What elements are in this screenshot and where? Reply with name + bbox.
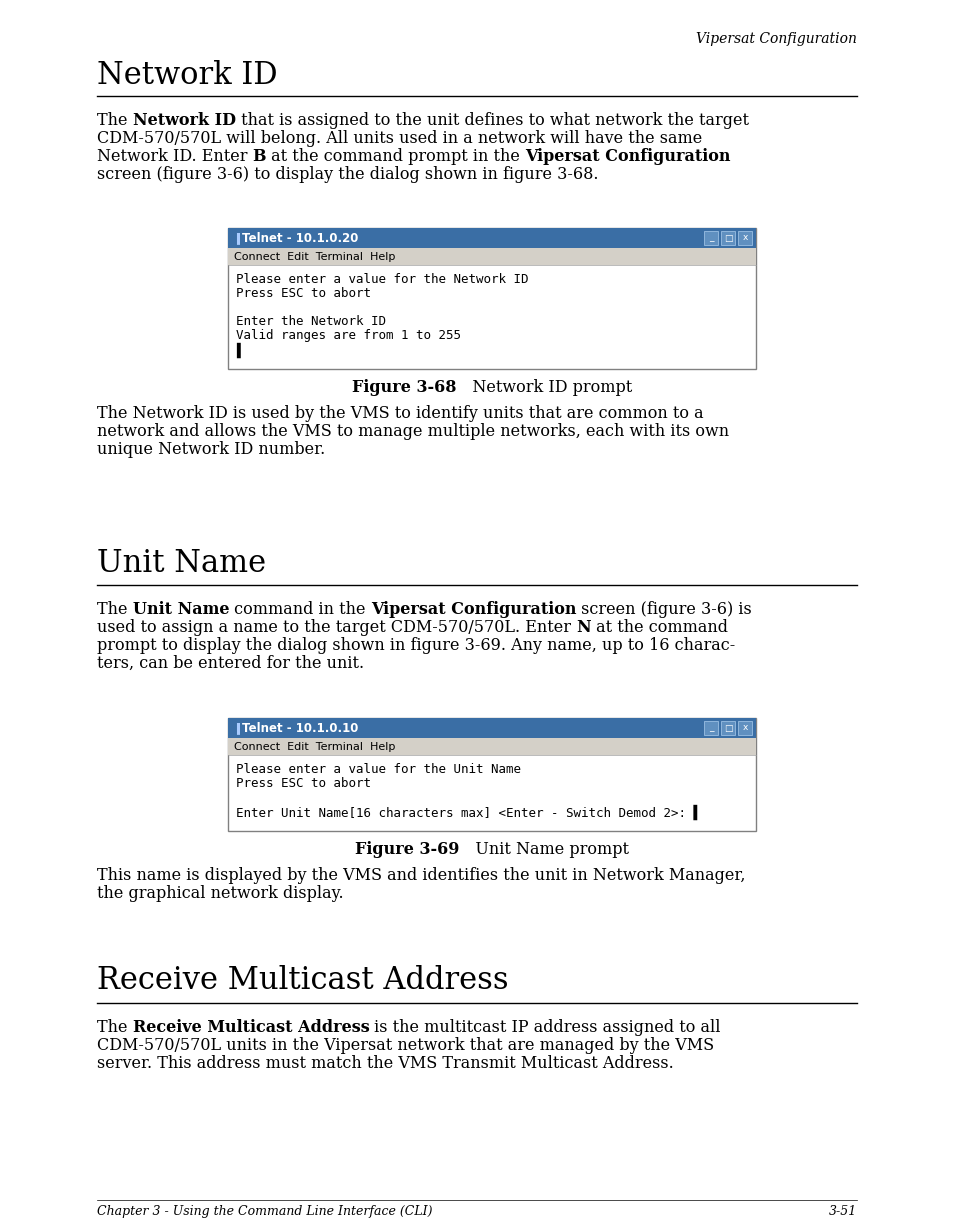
Text: ▌: ▌ xyxy=(235,344,243,358)
Text: Vipersat Configuration: Vipersat Configuration xyxy=(524,148,730,164)
Bar xyxy=(228,228,755,369)
Bar xyxy=(703,721,718,735)
Text: Receive Multicast Address: Receive Multicast Address xyxy=(132,1018,369,1036)
Text: Press ESC to abort: Press ESC to abort xyxy=(235,287,371,299)
Text: _: _ xyxy=(708,724,713,733)
Text: Chapter 3 - Using the Command Line Interface (CLI): Chapter 3 - Using the Command Line Inter… xyxy=(97,1205,432,1218)
Text: The Network ID is used by the VMS to identify units that are common to a: The Network ID is used by the VMS to ide… xyxy=(97,405,703,422)
Text: ters, can be entered for the unit.: ters, can be entered for the unit. xyxy=(97,655,364,672)
Text: The: The xyxy=(97,601,132,618)
Text: command in the: command in the xyxy=(229,601,371,618)
Text: is the multitcast IP address assigned to all: is the multitcast IP address assigned to… xyxy=(369,1018,720,1036)
Bar xyxy=(738,231,751,245)
Text: x: x xyxy=(741,724,747,733)
Text: Connect  Edit  Terminal  Help: Connect Edit Terminal Help xyxy=(233,252,395,261)
Text: Telnet - 10.1.0.10: Telnet - 10.1.0.10 xyxy=(242,721,358,735)
Text: that is assigned to the unit defines to what network the target: that is assigned to the unit defines to … xyxy=(235,112,748,129)
Text: at the command: at the command xyxy=(590,618,727,636)
Bar xyxy=(228,737,755,755)
Text: server. This address must match the VMS Transmit Multicast Address.: server. This address must match the VMS … xyxy=(97,1055,673,1072)
Text: Enter Unit Name[16 characters max] <Enter - Switch Demod 2>: ▌: Enter Unit Name[16 characters max] <Ente… xyxy=(235,805,700,821)
Text: Enter the Network ID: Enter the Network ID xyxy=(235,315,386,328)
Text: _: _ xyxy=(708,233,713,243)
Bar xyxy=(720,231,734,245)
Text: The: The xyxy=(97,1018,132,1036)
Text: unique Network ID number.: unique Network ID number. xyxy=(97,440,325,458)
Text: Unit Name prompt: Unit Name prompt xyxy=(459,840,628,858)
Text: CDM-570/570L will belong. All units used in a network will have the same: CDM-570/570L will belong. All units used… xyxy=(97,130,701,147)
Text: prompt to display the dialog shown in figure 3-69. Any name, up to 16 charac-: prompt to display the dialog shown in fi… xyxy=(97,637,735,654)
Text: Network ID prompt: Network ID prompt xyxy=(456,379,631,396)
Text: at the command prompt in the: at the command prompt in the xyxy=(266,148,524,164)
Text: network and allows the VMS to manage multiple networks, each with its own: network and allows the VMS to manage mul… xyxy=(97,423,728,440)
Text: □: □ xyxy=(723,233,732,243)
Text: used to assign a name to the target CDM-570/570L. Enter: used to assign a name to the target CDM-… xyxy=(97,618,576,636)
Bar xyxy=(703,231,718,245)
Text: screen (figure 3-6) is: screen (figure 3-6) is xyxy=(576,601,751,618)
Text: B: B xyxy=(253,148,266,164)
Text: Vipersat Configuration: Vipersat Configuration xyxy=(371,601,576,618)
Bar xyxy=(228,228,755,248)
Bar xyxy=(228,248,755,265)
Text: The: The xyxy=(97,112,132,129)
Bar xyxy=(228,718,755,737)
Text: screen (figure 3-6) to display the dialog shown in figure 3-68.: screen (figure 3-6) to display the dialo… xyxy=(97,166,598,183)
Text: Please enter a value for the Network ID: Please enter a value for the Network ID xyxy=(235,272,528,286)
Text: Network ID. Enter: Network ID. Enter xyxy=(97,148,253,164)
Text: Valid ranges are from 1 to 255: Valid ranges are from 1 to 255 xyxy=(235,329,460,342)
Bar xyxy=(228,718,755,831)
Text: Unit Name: Unit Name xyxy=(132,601,229,618)
Text: Unit Name: Unit Name xyxy=(97,548,266,579)
Text: Vipersat Configuration: Vipersat Configuration xyxy=(696,32,856,45)
Text: CDM-570/570L units in the Vipersat network that are managed by the VMS: CDM-570/570L units in the Vipersat netwo… xyxy=(97,1037,714,1054)
Text: This name is displayed by the VMS and identifies the unit in Network Manager,: This name is displayed by the VMS and id… xyxy=(97,867,744,883)
Text: Network ID: Network ID xyxy=(132,112,235,129)
Text: ▐: ▐ xyxy=(233,232,238,244)
Text: Receive Multicast Address: Receive Multicast Address xyxy=(97,964,508,996)
Text: N: N xyxy=(576,618,590,636)
Text: Figure 3-69: Figure 3-69 xyxy=(355,840,459,858)
Bar xyxy=(720,721,734,735)
Text: □: □ xyxy=(723,724,732,733)
Text: Press ESC to abort: Press ESC to abort xyxy=(235,777,371,790)
Text: Figure 3-68: Figure 3-68 xyxy=(352,379,456,396)
Text: Connect  Edit  Terminal  Help: Connect Edit Terminal Help xyxy=(233,741,395,751)
Text: x: x xyxy=(741,233,747,243)
Text: Please enter a value for the Unit Name: Please enter a value for the Unit Name xyxy=(235,763,520,775)
Bar xyxy=(738,721,751,735)
Text: the graphical network display.: the graphical network display. xyxy=(97,885,343,902)
Text: Network ID: Network ID xyxy=(97,60,277,91)
Text: ▐: ▐ xyxy=(233,721,238,734)
Text: Telnet - 10.1.0.20: Telnet - 10.1.0.20 xyxy=(242,232,358,244)
Text: 3-51: 3-51 xyxy=(828,1205,856,1218)
